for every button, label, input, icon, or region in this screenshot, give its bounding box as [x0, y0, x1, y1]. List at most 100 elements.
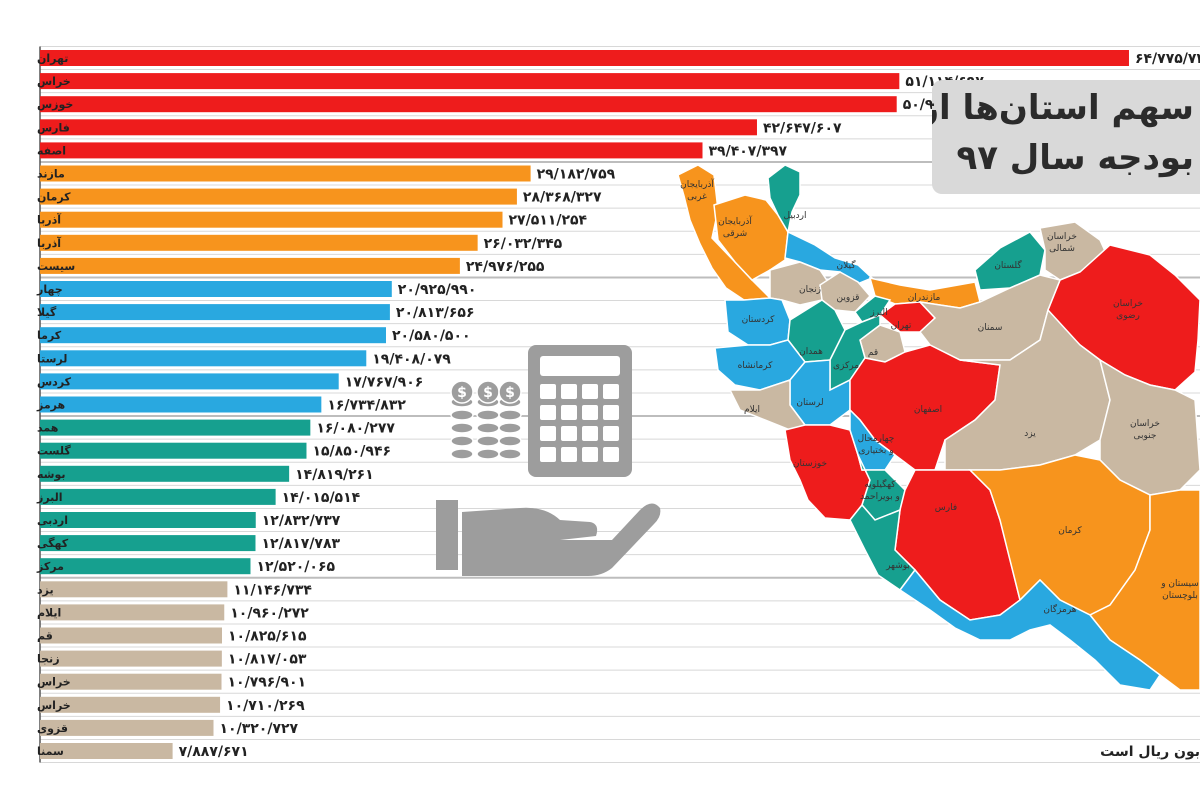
- category-label: البرز: [36, 491, 63, 504]
- province-label: لرستان: [796, 398, 823, 408]
- calculator-key: [540, 426, 556, 441]
- bar: [40, 211, 503, 228]
- category-label: خوزس: [37, 98, 73, 111]
- bar-value-label: ۱۰/۷۱۰/۲۶۹: [226, 698, 305, 714]
- bar: [40, 73, 900, 90]
- province-label: بوشهر: [885, 561, 910, 571]
- coin: [498, 422, 522, 434]
- bar: [40, 165, 531, 182]
- province-label: کردستان: [742, 315, 776, 325]
- calculator-key: [603, 384, 619, 399]
- bar: [40, 50, 1129, 66]
- bar-value-label: ۱۴/۰۱۵/۵۱۴: [282, 490, 361, 506]
- bar: [40, 396, 322, 413]
- category-label: قم: [37, 630, 53, 643]
- province-label: ایلام: [744, 405, 760, 415]
- coin: [498, 380, 522, 404]
- category-label: لرستا: [37, 352, 67, 365]
- category-label: کردس: [37, 375, 72, 388]
- category-label: اصفه: [37, 144, 66, 157]
- bar-value-label: ۲۷/۵۱۱/۲۵۴: [509, 213, 588, 229]
- category-label: آذربا: [37, 213, 61, 227]
- bar-value-label: ۱۶/۷۳۴/۸۳۲: [327, 398, 406, 414]
- category-label: سیست: [37, 260, 75, 273]
- bar-value-label: ۲۰/۵۸۰/۵۰۰: [392, 328, 471, 344]
- category-label: زنجا: [37, 653, 60, 666]
- bar: [40, 512, 256, 528]
- coin: [498, 435, 522, 447]
- bar-value-label: ۱۰/۹۶۰/۲۷۲: [230, 605, 309, 621]
- calculator-key: [561, 405, 577, 420]
- coin: [450, 409, 474, 421]
- calculator-key: [603, 405, 619, 420]
- category-label: کرما: [37, 329, 62, 342]
- calculator-key: [582, 447, 598, 462]
- bar-value-label: ۱۲/۵۲۰/۰۶۵: [256, 559, 335, 575]
- category-label: مازند: [37, 168, 65, 181]
- bar: [40, 142, 703, 159]
- province-label: کهگیلویه و بویراحمد: [860, 478, 900, 502]
- bar-value-label: ۱۵/۸۵۰/۹۴۶: [312, 444, 391, 460]
- province-label: چهارمحال و بختیاری: [858, 434, 895, 456]
- dollar-sign: $: [457, 385, 467, 401]
- coin: [498, 448, 522, 460]
- calculator-key: [561, 426, 577, 441]
- province-label: آذربایجان غربی: [680, 178, 714, 202]
- bar: [40, 627, 222, 644]
- bar-value-label: ۱۰/۳۲۰/۷۲۷: [220, 721, 299, 737]
- calculator-key: [603, 447, 619, 462]
- bar-value-label: ۱۰/۷۹۶/۹۰۱: [228, 675, 307, 691]
- bar-value-label: ۲۶/۰۳۲/۳۴۵: [484, 236, 563, 252]
- bar-value-label: ۱۲/۸۳۲/۷۳۷: [262, 513, 341, 529]
- category-label: کهگی: [37, 537, 69, 550]
- unit-note: بون ریال است: [1100, 744, 1200, 760]
- category-label: بوشه: [37, 468, 66, 481]
- coin: [476, 435, 500, 447]
- bar: [40, 96, 897, 113]
- bar-value-label: ۲۸/۳۶۸/۳۲۷: [523, 190, 602, 206]
- category-label: یزد: [37, 583, 54, 596]
- bar-value-label: ۱۶/۰۸۰/۲۷۷: [316, 421, 395, 437]
- province-shape: [849, 503, 916, 592]
- title-line-1: سهم استان‌ها از: [932, 88, 1194, 128]
- hand-icon: [436, 500, 661, 576]
- bar: [40, 535, 256, 552]
- bar: [40, 743, 173, 759]
- bar: [40, 465, 290, 482]
- calculator-icon: [528, 345, 632, 477]
- coin: [476, 422, 500, 434]
- category-label: خراس: [37, 75, 71, 88]
- province-label: خراسان رضوی: [1113, 299, 1143, 321]
- province-label: هرمزگان: [1043, 603, 1076, 615]
- calculator-key: [582, 426, 598, 441]
- bar-value-label: ۲۹/۱۸۲/۷۵۹: [537, 167, 616, 183]
- category-label: چهار: [36, 283, 63, 296]
- province-shape: [974, 231, 1046, 291]
- province-label: خوزستان: [793, 459, 827, 469]
- province-label: اصفهان: [914, 405, 942, 415]
- dollar-sign: $: [505, 385, 515, 401]
- coin: [476, 409, 500, 421]
- category-label: هرمز: [36, 399, 65, 412]
- bar: [40, 442, 307, 459]
- bar-value-label: ۶۴/۷۷۵/۷۲۶: [1135, 51, 1200, 67]
- bar-value-label: ۱۰/۸۲۵/۶۱۵: [228, 629, 307, 645]
- province-label: اردبیل: [784, 211, 807, 221]
- category-label: مرکز: [36, 560, 64, 573]
- bar: [40, 234, 478, 251]
- province-label: کرمانشاه: [738, 361, 774, 371]
- coin: [476, 448, 500, 460]
- province-label: گیلان: [837, 259, 857, 271]
- bar: [40, 327, 386, 344]
- coin: [450, 435, 474, 447]
- bar-value-label: ۱۴/۸۱۹/۲۶۱: [295, 467, 374, 483]
- coins-icon: $ $ $: [450, 380, 522, 460]
- bar: [40, 257, 460, 274]
- province-label: خراسان شمالی: [1047, 232, 1077, 254]
- bar-value-label: ۳۹/۴۰۷/۳۹۷: [709, 143, 788, 159]
- coin: [450, 380, 474, 404]
- title-line-2: بودجه سال ۹۷: [956, 138, 1194, 178]
- province-label: همدان: [799, 347, 823, 357]
